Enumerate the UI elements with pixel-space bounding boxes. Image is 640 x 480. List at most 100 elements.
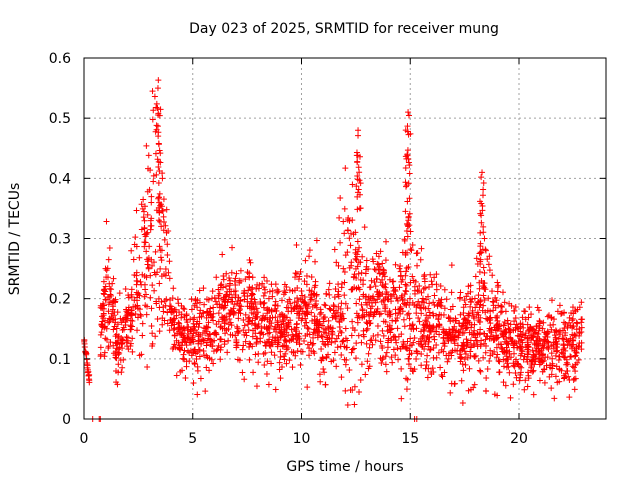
data-point	[303, 301, 310, 308]
data-point	[200, 285, 207, 292]
data-point	[304, 311, 311, 318]
data-point	[233, 337, 240, 344]
data-point	[98, 322, 105, 329]
data-point	[451, 380, 458, 387]
data-point	[403, 386, 410, 393]
data-point	[355, 132, 362, 139]
data-point	[295, 314, 302, 321]
data-point	[331, 310, 338, 317]
data-point	[305, 325, 312, 332]
data-point	[286, 357, 293, 364]
data-point	[303, 310, 310, 317]
data-point	[389, 359, 396, 366]
data-point	[97, 344, 104, 351]
data-point	[355, 127, 362, 134]
data-point	[534, 334, 541, 341]
data-point	[439, 373, 446, 380]
data-point	[166, 275, 173, 282]
data-point	[84, 361, 91, 368]
data-point	[570, 364, 577, 371]
data-point	[245, 287, 252, 294]
data-point	[114, 338, 121, 345]
data-point	[360, 293, 367, 300]
data-point	[440, 329, 447, 336]
data-point	[221, 319, 228, 326]
data-point	[156, 168, 163, 175]
data-point	[545, 329, 552, 336]
data-point	[217, 323, 224, 330]
data-point	[504, 317, 511, 324]
data-point	[177, 346, 184, 353]
data-point	[114, 321, 121, 328]
data-point	[477, 249, 484, 256]
data-point	[406, 170, 413, 177]
data-point	[576, 340, 583, 347]
data-point	[448, 352, 455, 359]
data-point	[496, 369, 503, 376]
data-point	[312, 282, 319, 289]
data-point	[276, 359, 283, 366]
data-point	[547, 322, 554, 329]
data-point	[338, 300, 345, 307]
data-point	[483, 375, 490, 382]
data-point	[368, 299, 375, 306]
data-point	[190, 380, 197, 387]
data-point	[252, 300, 259, 307]
data-point	[319, 333, 326, 340]
data-point	[341, 205, 348, 212]
data-point	[459, 361, 466, 368]
data-point	[480, 354, 487, 361]
data-point	[154, 85, 161, 92]
data-point	[293, 321, 300, 328]
data-point	[441, 343, 448, 350]
data-point	[571, 375, 578, 382]
data-point	[407, 335, 414, 342]
data-point	[294, 336, 301, 343]
data-point	[467, 344, 474, 351]
data-point	[358, 269, 365, 276]
data-point	[127, 317, 134, 324]
data-point	[132, 310, 139, 317]
data-point	[306, 352, 313, 359]
data-point	[344, 402, 351, 409]
data-point	[476, 318, 483, 325]
data-point	[440, 348, 447, 355]
data-point	[461, 297, 468, 304]
data-point	[359, 253, 366, 260]
data-point	[355, 332, 362, 339]
data-point	[335, 293, 342, 300]
data-point	[480, 264, 487, 271]
data-point	[396, 284, 403, 291]
data-point	[402, 301, 409, 308]
data-point	[569, 363, 576, 370]
data-point	[369, 341, 376, 348]
data-point	[183, 363, 190, 370]
data-point	[560, 372, 567, 379]
data-point	[483, 388, 490, 395]
data-point	[348, 349, 355, 356]
data-point	[480, 302, 487, 309]
data-point	[149, 282, 156, 289]
data-point	[489, 298, 496, 305]
data-point	[578, 346, 585, 353]
data-point	[316, 311, 323, 318]
data-point	[194, 367, 201, 374]
data-point	[474, 309, 481, 316]
data-point	[311, 350, 318, 357]
data-point	[99, 305, 106, 312]
data-point	[481, 235, 488, 242]
data-point	[209, 343, 216, 350]
data-point	[279, 343, 286, 350]
data-point	[148, 199, 155, 206]
data-point	[155, 295, 162, 302]
data-point	[422, 284, 429, 291]
data-point	[428, 278, 435, 285]
data-point	[532, 354, 539, 361]
data-point	[529, 368, 536, 375]
data-point	[223, 327, 230, 334]
data-point	[220, 314, 227, 321]
data-point	[573, 326, 580, 333]
data-point	[337, 328, 344, 335]
data-point	[541, 379, 548, 386]
data-point	[175, 300, 182, 307]
